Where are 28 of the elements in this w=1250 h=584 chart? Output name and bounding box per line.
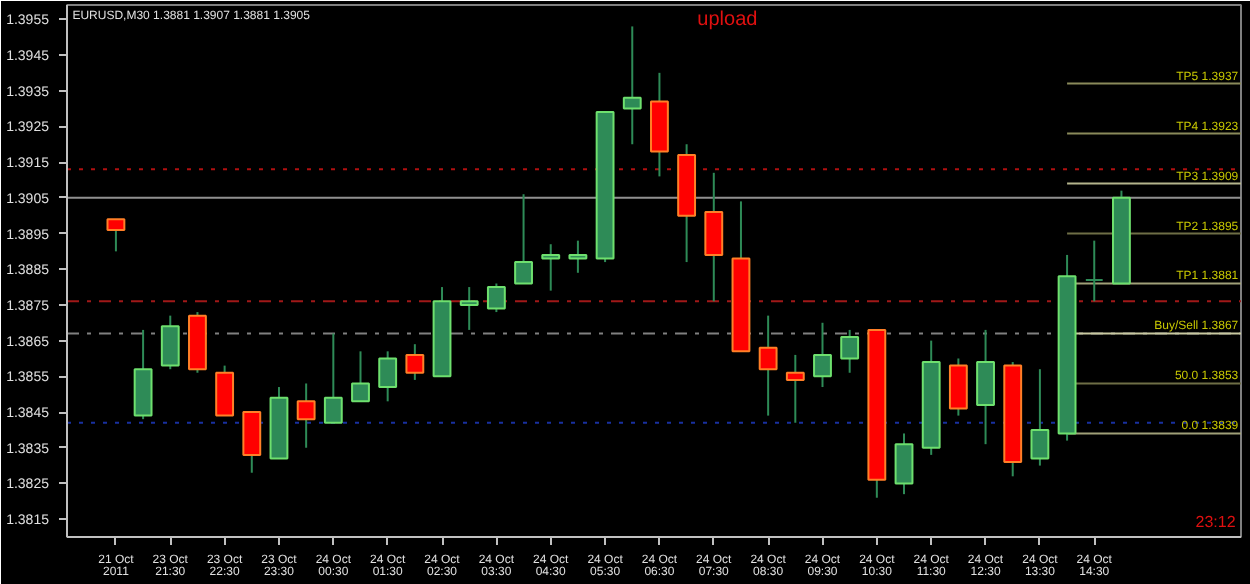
candlestick [976,328,995,446]
candlestick [704,171,724,303]
candlestick [242,411,262,474]
candlestick [459,286,479,331]
candlestick [813,321,832,389]
candlestick [405,343,425,381]
candlestick [514,193,533,285]
candlestick [215,364,235,417]
candlestick [378,350,398,403]
candlestick [486,282,506,314]
candlestick [758,314,778,417]
candlestick [840,328,860,374]
candlestick [106,218,126,253]
candlestick [622,25,642,146]
annotation: upload [697,9,758,31]
candlestick [323,332,343,424]
candlestick [133,328,153,421]
candlestick [1084,239,1104,303]
candlestick [948,357,968,417]
candlestick [568,239,588,274]
candlestick [351,350,370,403]
candlestick [1030,368,1050,467]
candlestick [541,243,561,292]
candlestick [160,314,180,371]
text: 23:12 [1195,513,1237,531]
candlestick [296,382,316,449]
candlestick [894,432,914,496]
candlestick [785,353,805,424]
